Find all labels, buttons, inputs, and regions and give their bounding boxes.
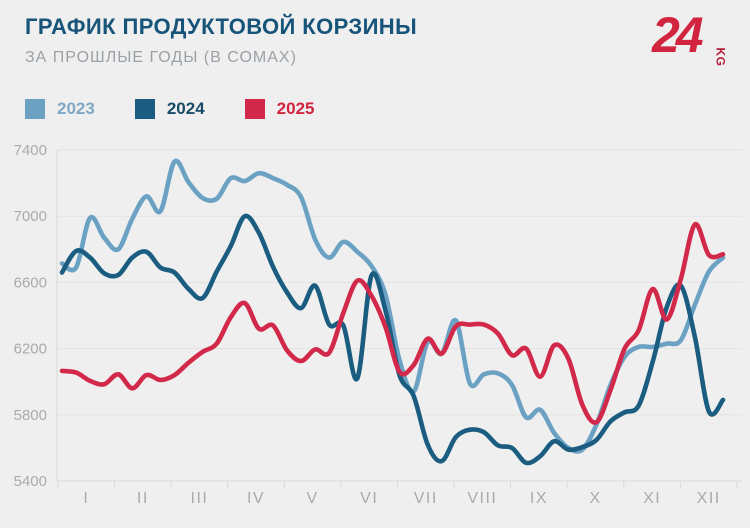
legend-label-2024: 2024: [166, 99, 205, 118]
chart-header: ГРАФИК ПРОДУКТОВОЙ КОРЗИНЫ ЗА ПРОШЛЫЕ ГО…: [25, 14, 417, 67]
legend-swatch-2024: [134, 99, 155, 119]
x-tick-label-IX: IX: [530, 490, 548, 507]
x-tick-label-V: V: [307, 490, 319, 507]
x-tick-label-I: I: [83, 490, 89, 507]
series-line-2024[interactable]: [59, 213, 726, 466]
x-tick-label-IV: IV: [247, 490, 265, 507]
legend-swatch-2023: [25, 99, 45, 119]
legend-item-2025[interactable]: 2025: [244, 99, 315, 119]
legend-item-2024[interactable]: 2024: [134, 99, 205, 119]
legend-label-2023: 2023: [57, 99, 95, 118]
page-title: ГРАФИК ПРОДУКТОВОЙ КОРЗИНЫ: [25, 14, 418, 39]
y-tick-label-6200: 6200: [14, 341, 47, 358]
logo-24-text: 24: [652, 7, 704, 63]
x-tick-label-III: III: [191, 490, 209, 507]
page-subtitle: ЗА ПРОШЛЫЕ ГОДЫ (В СОМАХ): [25, 49, 297, 66]
legend-swatch-2025: [244, 99, 265, 119]
series-line-2025[interactable]: [59, 222, 726, 425]
x-tick-label-XII: XII: [697, 490, 721, 507]
logo-24kg: 24 KG: [652, 7, 728, 67]
chart-legend: 2023 2024 2025: [25, 99, 354, 119]
y-tick-label-5400: 5400: [14, 473, 47, 490]
legend-item-2023[interactable]: 2023: [25, 99, 95, 119]
y-tick-label-6600: 6600: [14, 274, 47, 291]
series-line-2023[interactable]: [59, 158, 726, 454]
x-tick-label-XI: XI: [643, 490, 661, 507]
y-tick-label-5800: 5800: [14, 407, 47, 424]
x-tick-label-II: II: [137, 490, 149, 507]
y-tick-label-7000: 7000: [14, 208, 47, 225]
x-tick-label-VII: VII: [414, 490, 438, 507]
x-tick-label-VIII: VIII: [467, 490, 497, 507]
x-tick-label-VI: VI: [360, 490, 378, 507]
legend-label-2025: 2025: [276, 99, 315, 118]
x-tick-label-X: X: [589, 490, 601, 507]
y-tick-label-7400: 7400: [14, 142, 47, 159]
